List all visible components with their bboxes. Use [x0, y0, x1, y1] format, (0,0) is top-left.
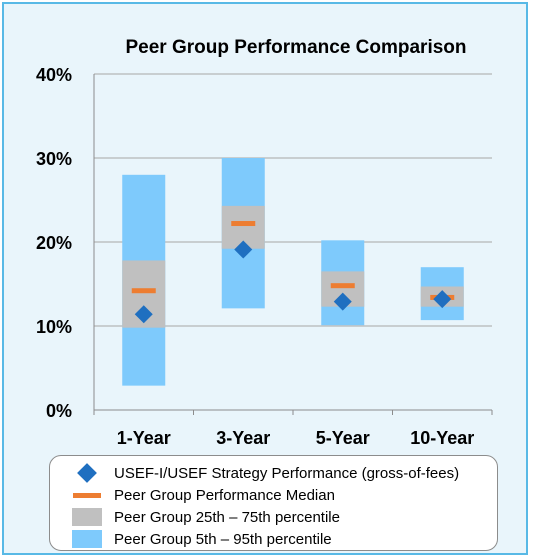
- legend-blue-box-icon: [72, 530, 102, 548]
- median-marker: [330, 283, 355, 289]
- legend-label: Peer Group Performance Median: [114, 486, 335, 504]
- legend-label: USEF-I/USEF Strategy Performance (gross-…: [114, 464, 460, 482]
- y-tick-label: 10%: [36, 317, 72, 337]
- median-marker: [231, 221, 256, 227]
- legend-label: Peer Group 5th – 95th percentile: [114, 530, 332, 548]
- x-tick-label: 1-Year: [117, 428, 171, 448]
- y-tick-label: 0%: [46, 401, 72, 421]
- x-tick-label: 10-Year: [410, 428, 474, 448]
- legend: USEF-I/USEF Strategy Performance (gross-…: [49, 455, 498, 551]
- median-marker: [131, 288, 156, 294]
- x-tick-label: 5-Year: [316, 428, 370, 448]
- legend-label: Peer Group 25th – 75th percentile: [114, 508, 340, 526]
- legend-item-range: Peer Group 5th – 95th percentile: [70, 528, 332, 550]
- strategy-point: [333, 292, 352, 311]
- legend-item-iqr: Peer Group 25th – 75th percentile: [70, 506, 340, 528]
- strategy-point: [134, 305, 153, 324]
- legend-median-icon: [73, 492, 101, 498]
- legend-diamond-icon: [77, 463, 97, 483]
- strategy-point: [234, 240, 253, 259]
- strategy-point: [433, 290, 452, 309]
- legend-gray-box-icon: [72, 508, 102, 526]
- legend-item-median: Peer Group Performance Median: [70, 484, 335, 506]
- legend-item-strategy: USEF-I/USEF Strategy Performance (gross-…: [70, 462, 459, 484]
- y-tick-label: 40%: [36, 65, 72, 85]
- chart-title: Peer Group Performance Comparison: [125, 37, 467, 58]
- x-tick-label: 3-Year: [216, 428, 270, 448]
- y-tick-label: 30%: [36, 149, 72, 169]
- y-tick-label: 20%: [36, 233, 72, 253]
